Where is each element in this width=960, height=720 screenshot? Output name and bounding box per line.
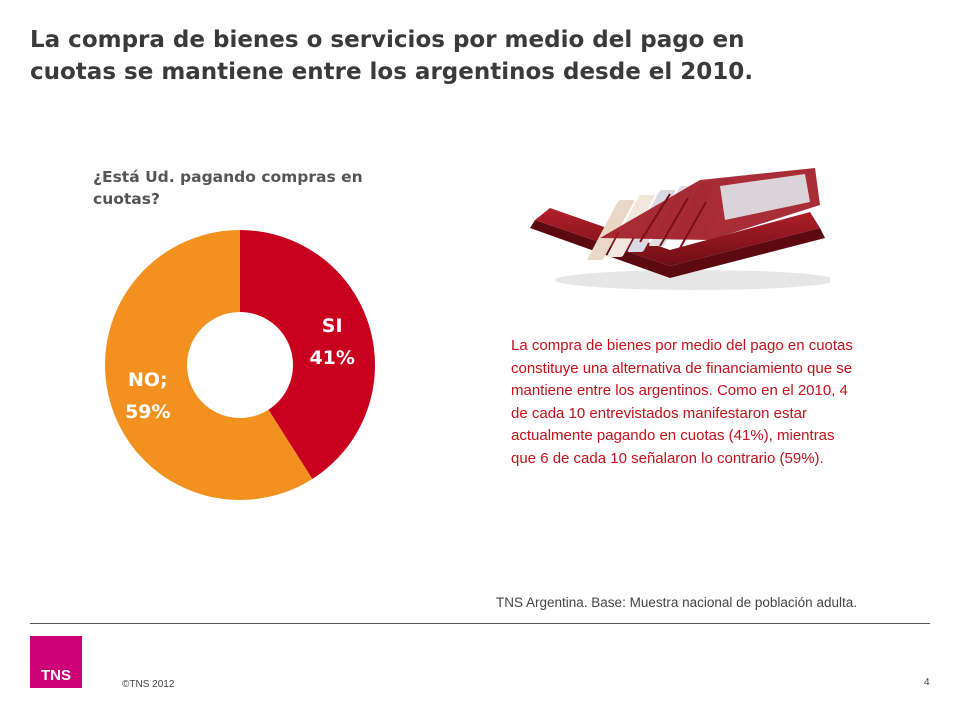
survey-question: ¿Está Ud. pagando compras en cuotas? xyxy=(93,168,363,208)
slice-label-si: SI xyxy=(322,315,343,337)
slice-value-no: 59% xyxy=(125,401,170,423)
source-note: TNS Argentina. Base: Muestra nacional de… xyxy=(496,595,857,610)
summary-text: La compra de bienes por medio del pago e… xyxy=(511,337,853,467)
donut-chart: SI 41% NO; 59% xyxy=(105,230,376,500)
wallet-image xyxy=(530,168,830,290)
copyright: ©TNS 2012 xyxy=(122,679,175,690)
footer-divider xyxy=(30,623,930,624)
tns-logo: TNS xyxy=(30,636,82,688)
slide-title: La compra de bienes o servicios por medi… xyxy=(30,27,754,85)
logo-text: TNS xyxy=(41,667,71,684)
slice-label-no: NO; xyxy=(128,369,168,391)
page-number: 4 xyxy=(924,677,930,688)
donut-slice-si xyxy=(240,230,376,479)
donut-slice-no xyxy=(105,230,313,500)
slice-value-si: 41% xyxy=(309,347,354,369)
